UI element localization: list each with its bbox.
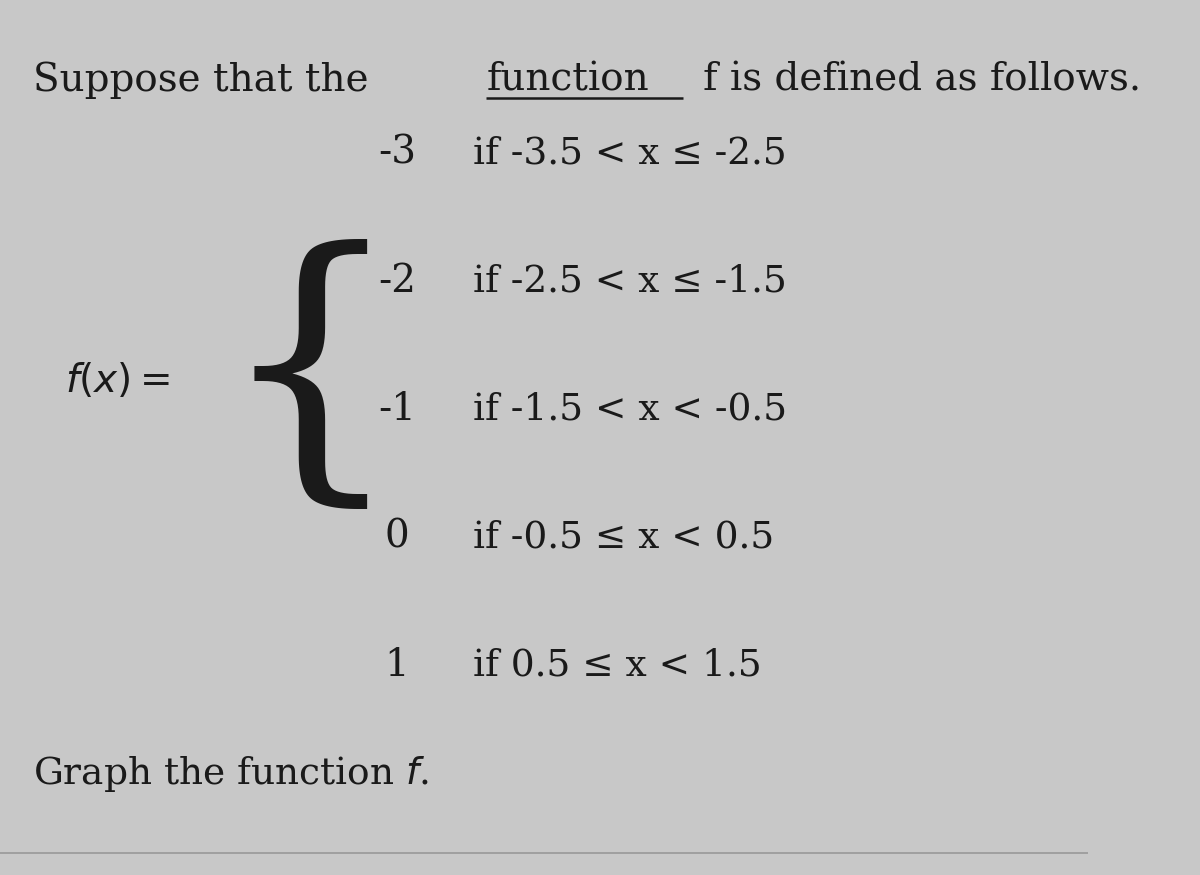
Text: {: {: [217, 239, 403, 522]
Text: -1: -1: [378, 390, 416, 428]
Text: 1: 1: [385, 647, 409, 683]
Text: if 0.5 ≤ x < 1.5: if 0.5 ≤ x < 1.5: [473, 647, 762, 683]
Text: Suppose that the: Suppose that the: [32, 61, 380, 99]
Text: -2: -2: [378, 262, 416, 299]
Text: if -1.5 < x < -0.5: if -1.5 < x < -0.5: [473, 391, 787, 427]
Text: -3: -3: [378, 135, 416, 172]
Text: $f(x)=$: $f(x)=$: [65, 361, 170, 400]
Text: f is defined as follows.: f is defined as follows.: [683, 61, 1141, 98]
Text: function: function: [486, 61, 649, 98]
Text: if -3.5 < x ≤ -2.5: if -3.5 < x ≤ -2.5: [473, 135, 787, 172]
Text: if -2.5 < x ≤ -1.5: if -2.5 < x ≤ -1.5: [473, 263, 787, 299]
Text: if -0.5 ≤ x < 0.5: if -0.5 ≤ x < 0.5: [473, 519, 774, 555]
Text: Graph the function $f$.: Graph the function $f$.: [32, 754, 428, 794]
Text: 0: 0: [385, 519, 409, 556]
